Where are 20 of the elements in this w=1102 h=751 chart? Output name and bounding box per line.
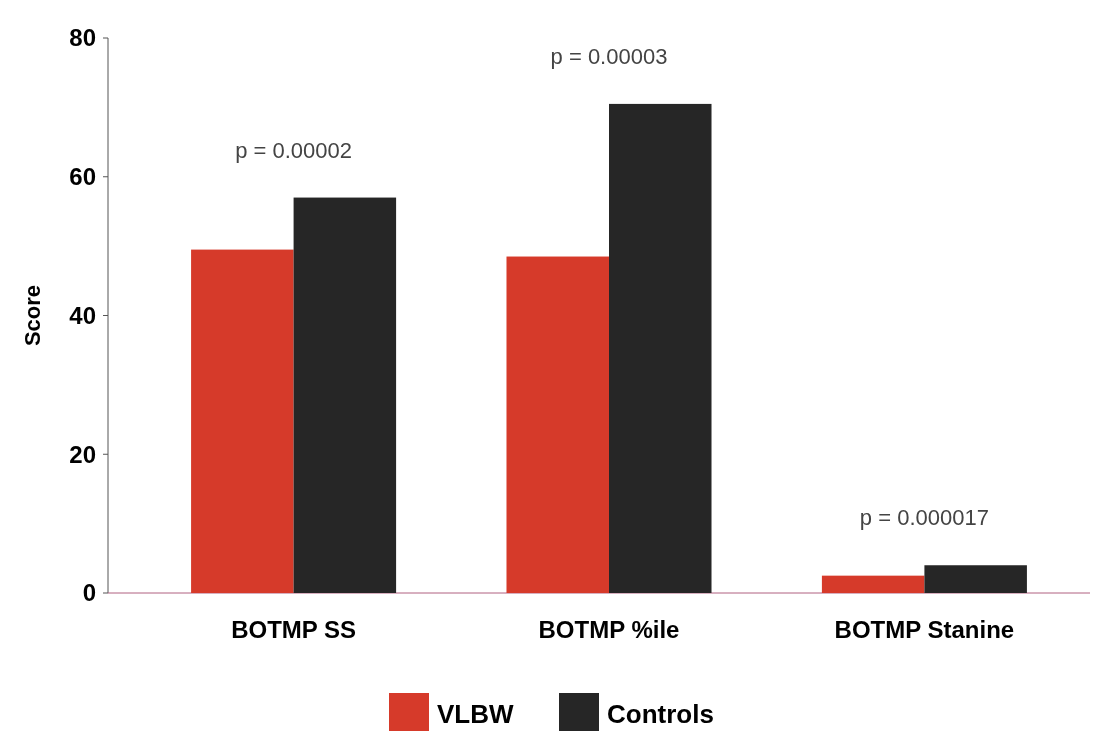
y-tick-label: 60 xyxy=(69,163,96,191)
annotation: p = 0.00003 xyxy=(550,43,668,69)
y-tick-label: 40 xyxy=(69,301,96,329)
annotation: p = 0.000017 xyxy=(859,505,989,531)
y-tick-label: 80 xyxy=(69,24,96,52)
y-tick-label: 0 xyxy=(82,579,96,607)
x-tick-label: BOTMP SS xyxy=(231,616,357,643)
bar xyxy=(191,249,294,593)
annotation: p = 0.00002 xyxy=(235,137,353,163)
bar xyxy=(924,565,1027,593)
x-tick-label: BOTMP %ile xyxy=(538,616,680,643)
legend-label: VLBW xyxy=(437,699,514,729)
bar xyxy=(821,575,925,593)
y-axis-title: Score xyxy=(20,284,45,347)
y-tick-label: 20 xyxy=(69,440,96,468)
x-tick-label: BOTMP Stanine xyxy=(834,616,1015,643)
bar xyxy=(609,103,712,593)
bar xyxy=(293,197,397,593)
bar xyxy=(506,256,609,593)
legend-label: Controls xyxy=(607,699,714,729)
